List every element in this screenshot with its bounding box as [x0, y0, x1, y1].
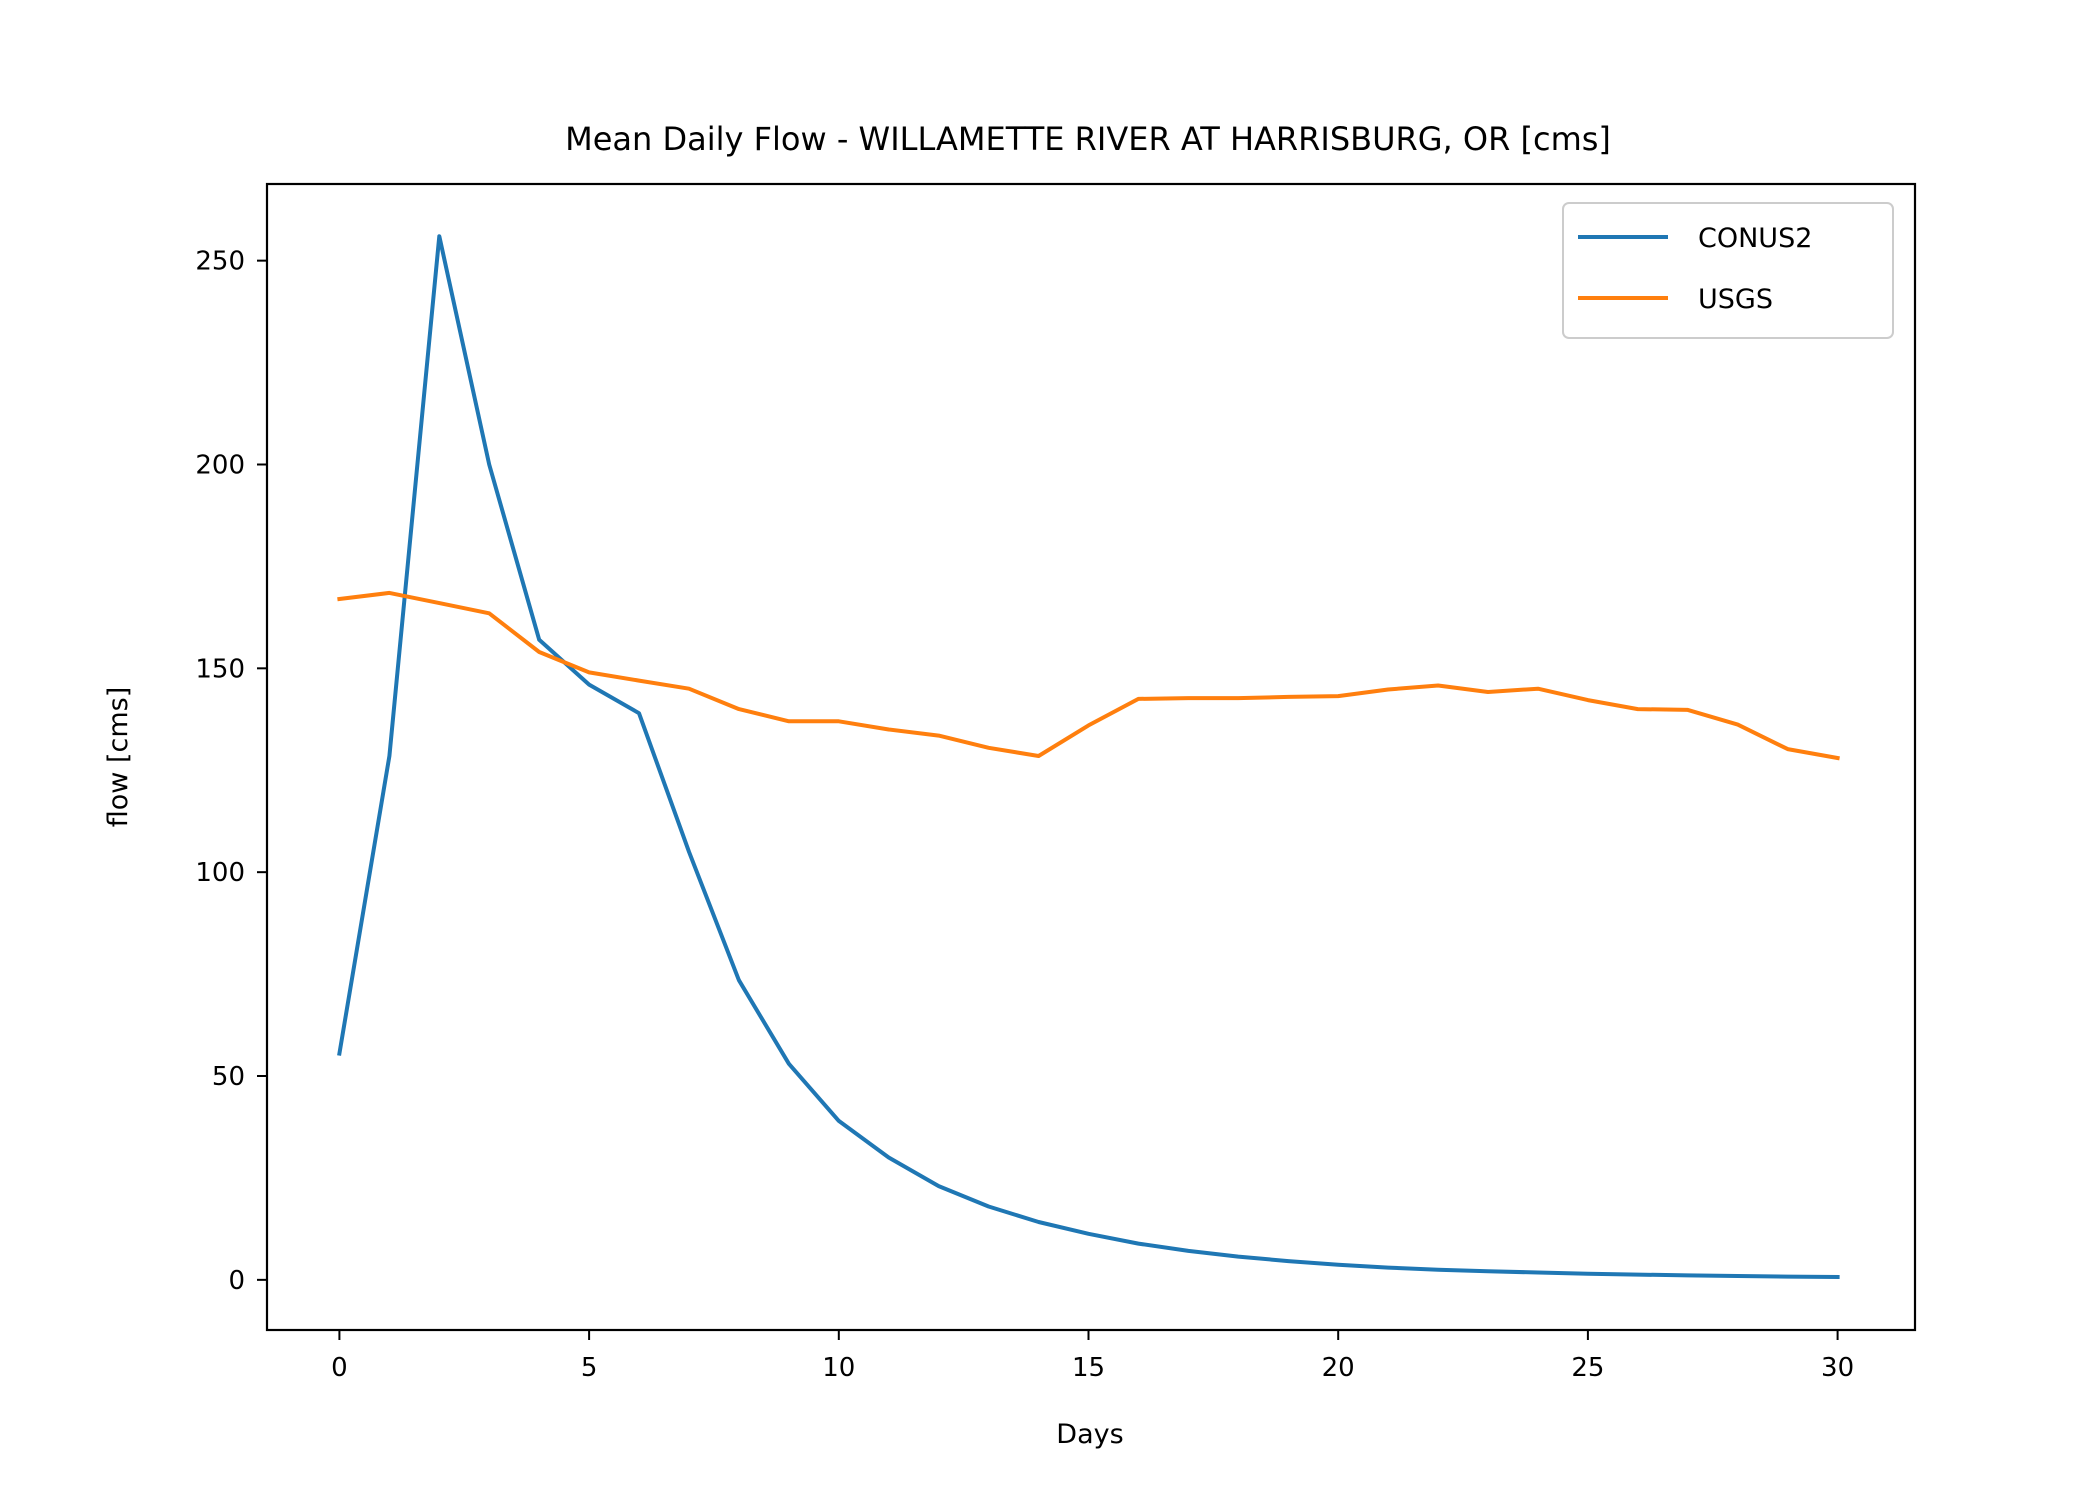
y-tick-label: 0 — [228, 1266, 245, 1296]
y-tick-label: 150 — [195, 654, 245, 684]
y-axis-ticks: 0 50 100 150 200 250 — [195, 247, 267, 1296]
legend-label-conus2: CONUS2 — [1698, 223, 1812, 254]
y-tick-label: 50 — [212, 1062, 245, 1092]
x-tick-label: 15 — [1072, 1353, 1105, 1383]
x-tick-label: 30 — [1821, 1353, 1854, 1383]
y-axis-label: flow [cms] — [103, 687, 134, 827]
plot-area-frame — [265, 182, 1917, 1332]
y-tick-label: 100 — [195, 858, 245, 888]
x-tick-label: 5 — [581, 1353, 598, 1383]
legend-label-usgs: USGS — [1698, 284, 1773, 315]
x-tick-label: 10 — [822, 1353, 855, 1383]
x-axis-ticks: 0 5 10 15 20 25 30 — [331, 1330, 1854, 1383]
x-axis-label: Days — [1056, 1419, 1123, 1450]
x-tick-label: 0 — [331, 1353, 348, 1383]
chart-title: Mean Daily Flow - WILLAMETTE RIVER AT HA… — [565, 120, 1611, 158]
y-tick-label: 200 — [195, 450, 245, 480]
series-line-usgs — [337, 590, 1840, 761]
x-tick-label: 25 — [1571, 1353, 1604, 1383]
series-line-conus2 — [337, 234, 1840, 1280]
y-tick-label: 250 — [195, 247, 245, 277]
series-layer — [337, 234, 1840, 1280]
x-tick-label: 20 — [1322, 1353, 1355, 1383]
legend: CONUS2 USGS — [1562, 202, 1894, 339]
